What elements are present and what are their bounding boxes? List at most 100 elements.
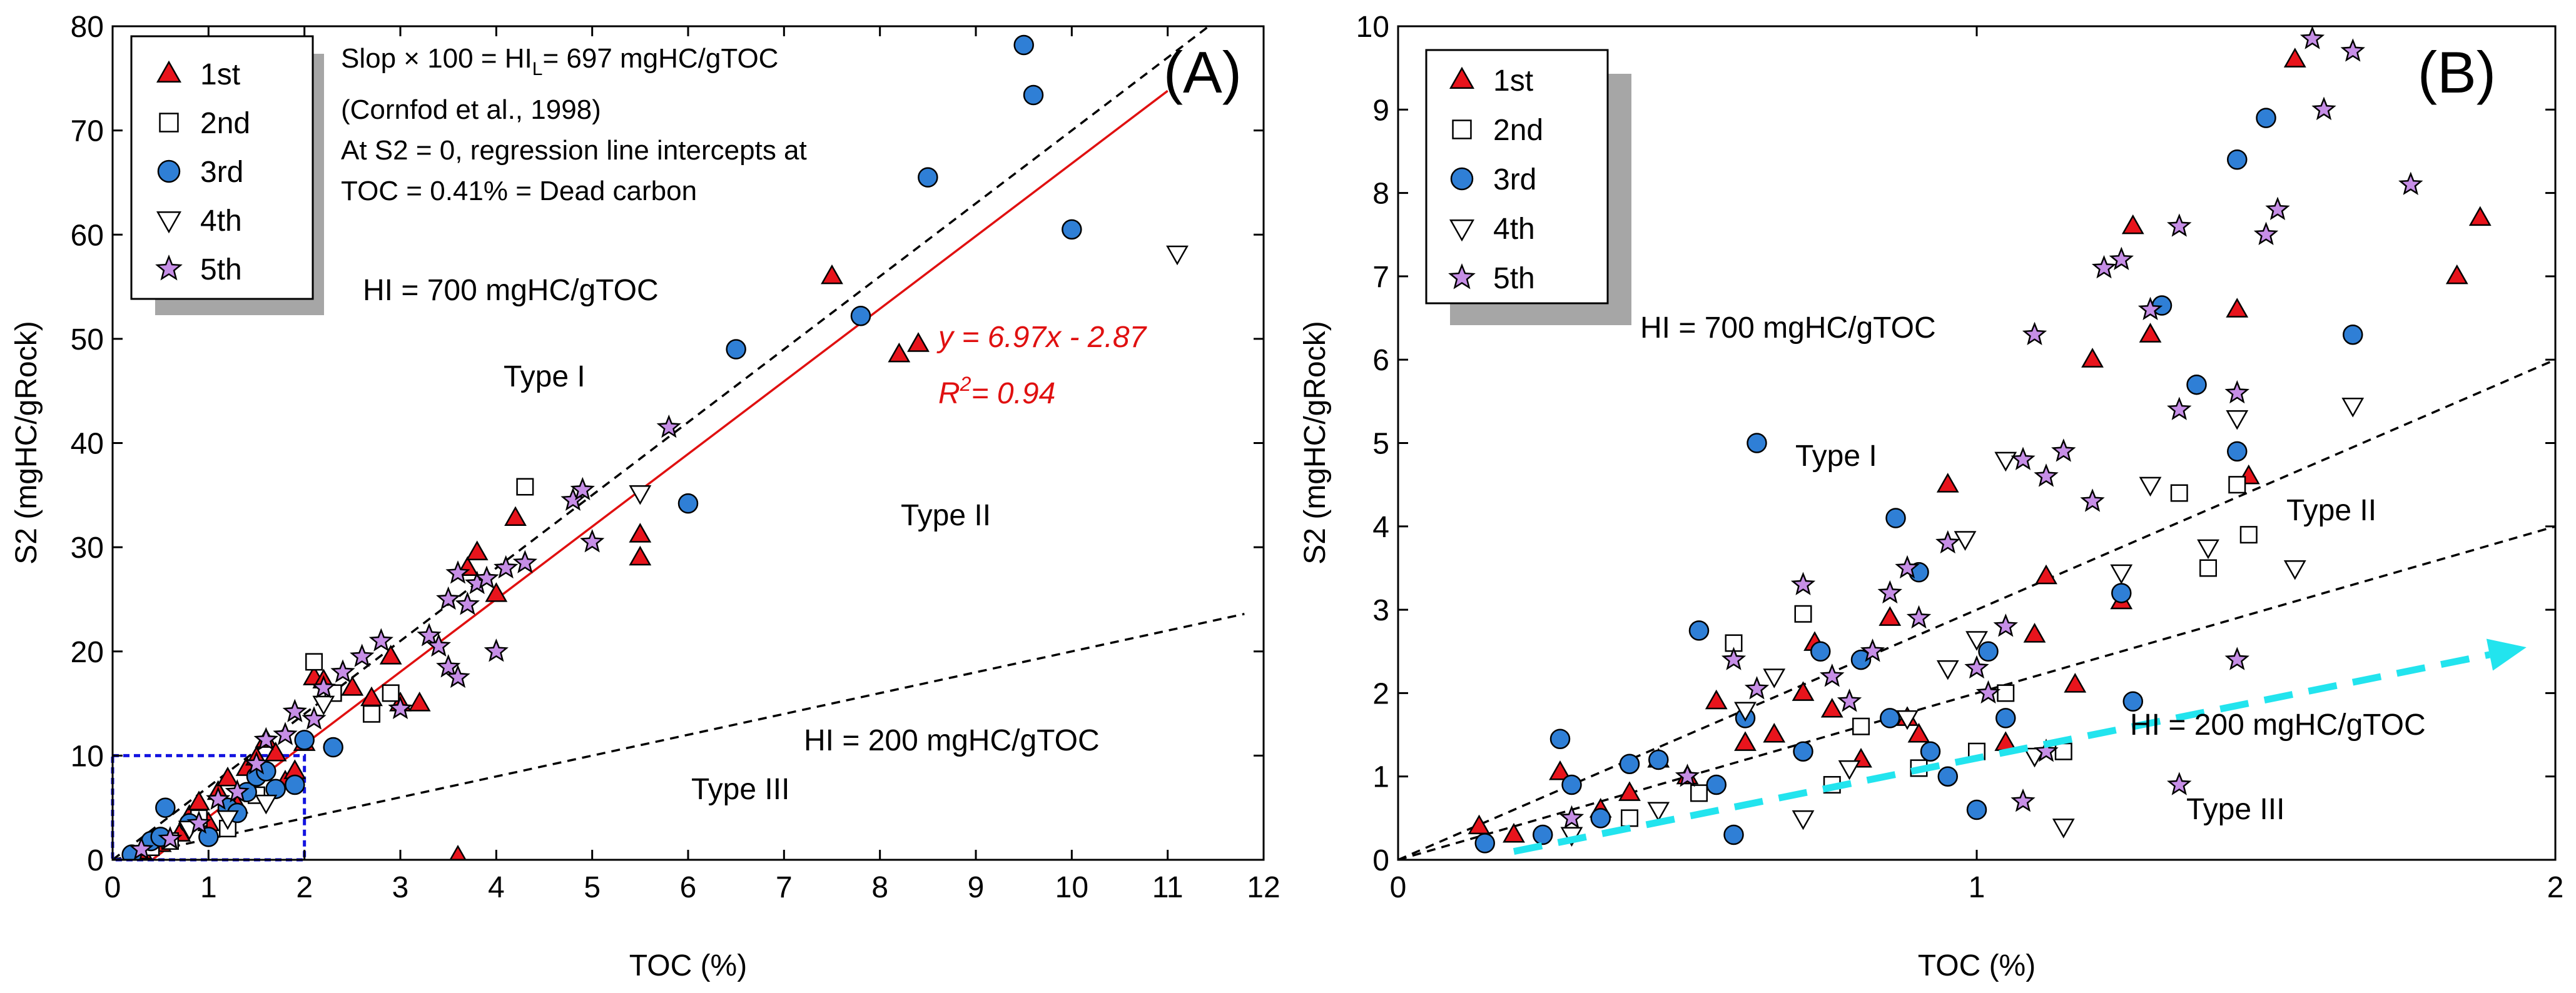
data-point-4th: [1838, 760, 1861, 780]
panel-b-label: (B): [2418, 39, 2496, 105]
data-point-5th: [282, 698, 307, 723]
data-point-5th: [350, 643, 375, 667]
data-point-1st: [821, 264, 843, 285]
y-tick-label: 20: [71, 636, 104, 669]
data-point-3rd: [1561, 774, 1582, 795]
y-tick-label: 40: [71, 428, 104, 461]
y-tick-label: 80: [71, 11, 104, 44]
data-point-3rd: [1966, 799, 1987, 820]
data-point-5th: [2340, 38, 2365, 62]
data-point-4th: [2052, 819, 2075, 839]
legend-label-2nd: 2nd: [1493, 114, 1543, 147]
data-point-1st: [2121, 214, 2144, 234]
data-point-2nd: [2170, 484, 2188, 502]
data-point-1st: [888, 342, 911, 363]
data-point-5th: [2034, 463, 2059, 487]
legend-marker-5th: [155, 254, 183, 281]
data-point-2nd: [382, 684, 400, 702]
data-point-3rd: [1648, 749, 1669, 770]
data-point-1st: [1705, 689, 1728, 710]
data-point-5th: [2022, 321, 2047, 345]
y-tick-label: 0: [87, 844, 104, 877]
data-point-5th: [445, 664, 470, 688]
data-point-5th: [2265, 196, 2290, 220]
data-point-5th: [417, 623, 442, 647]
data-point-1st: [2035, 564, 2057, 585]
data-point-3rd: [850, 305, 871, 326]
data-point-5th: [2167, 396, 2192, 420]
data-point-3rd: [1533, 824, 1553, 845]
annotation-citation: (Cornfod et al., 1998): [341, 94, 601, 125]
data-point-1st: [2468, 206, 2492, 226]
data-point-3rd: [294, 730, 315, 750]
data-point-3rd: [323, 737, 343, 758]
data-point-3rd: [1062, 219, 1082, 240]
data-point-3rd: [2111, 583, 2132, 603]
x-tick-label: 0: [1390, 871, 1407, 904]
data-point-3rd: [265, 779, 286, 799]
data-point-1st: [341, 676, 364, 696]
data-point-5th: [1993, 613, 2018, 637]
data-point-5th: [445, 560, 470, 584]
data-point-1st: [1734, 731, 1757, 751]
data-point-2nd: [1690, 784, 1708, 802]
annotation-slope: Slop × 100 = HIL= 697 mgHC/gTOC: [341, 43, 778, 79]
y-tick-label: 50: [71, 323, 104, 356]
data-point-5th: [273, 722, 298, 745]
legend-label-3rd: 3rd: [200, 156, 243, 189]
data-point-4th: [629, 485, 652, 505]
trend-arrow-head: [2486, 638, 2527, 671]
legend-label-4th: 4th: [200, 204, 242, 238]
data-point-4th: [216, 810, 239, 830]
data-point-4th: [1954, 531, 1977, 551]
data-point-2nd: [1794, 605, 1812, 623]
data-point-4th: [255, 794, 278, 815]
data-point-1st: [1879, 606, 1902, 626]
data-point-1st: [1618, 781, 1641, 801]
data-point-3rd: [1995, 708, 2016, 728]
data-point-1st: [1503, 822, 1525, 843]
data-point-1st: [408, 692, 431, 712]
data-point-5th: [436, 654, 461, 678]
data-point-4th: [1166, 245, 1189, 266]
data-point-5th: [1906, 605, 1932, 629]
data-point-5th: [225, 779, 250, 803]
data-point-3rd: [2186, 374, 2207, 395]
data-point-4th: [1896, 710, 1919, 730]
data-point-3rd: [1885, 508, 1906, 528]
y-tick-label: 4: [1372, 511, 1389, 544]
data-point-3rd: [2227, 441, 2248, 462]
data-point-1st: [379, 645, 402, 665]
data-point-2nd: [363, 705, 380, 723]
data-point-4th: [312, 695, 335, 716]
data-point-1st: [485, 582, 508, 602]
data-point-3rd: [1619, 754, 1640, 774]
data-point-1st: [465, 540, 489, 560]
legend-marker-2nd: [1452, 119, 1472, 139]
data-point-5th: [2253, 221, 2279, 245]
data-point-5th: [2137, 296, 2163, 320]
legend-label-4th: 4th: [1493, 213, 1535, 246]
data-point-5th: [474, 565, 499, 589]
data-point-1st: [216, 767, 239, 787]
data-point-1st: [2064, 673, 2087, 693]
data-point-5th: [186, 810, 211, 834]
panel-a-label: (A): [1164, 39, 1242, 105]
label-hi-200: HI = 200 mgHC/gTOC: [804, 724, 1100, 757]
data-point-5th: [1964, 655, 1989, 679]
data-point-5th: [1675, 764, 1700, 787]
legend-label-3rd: 3rd: [1493, 163, 1536, 196]
data-point-5th: [388, 695, 413, 720]
data-point-5th: [2109, 246, 2134, 270]
label-type-i: Type I: [1795, 440, 1877, 473]
data-point-5th: [2167, 772, 2192, 795]
panel-a-y-axis-label: S2 (mgHC/gRock): [10, 321, 43, 564]
zoom-region-box: [111, 754, 307, 862]
data-point-3rd: [2256, 108, 2276, 128]
data-point-5th: [1837, 688, 1862, 712]
data-point-1st: [1820, 698, 1843, 718]
data-point-4th: [2023, 747, 2046, 768]
data-point-3rd: [2343, 324, 2363, 345]
data-point-4th: [1994, 451, 2017, 472]
